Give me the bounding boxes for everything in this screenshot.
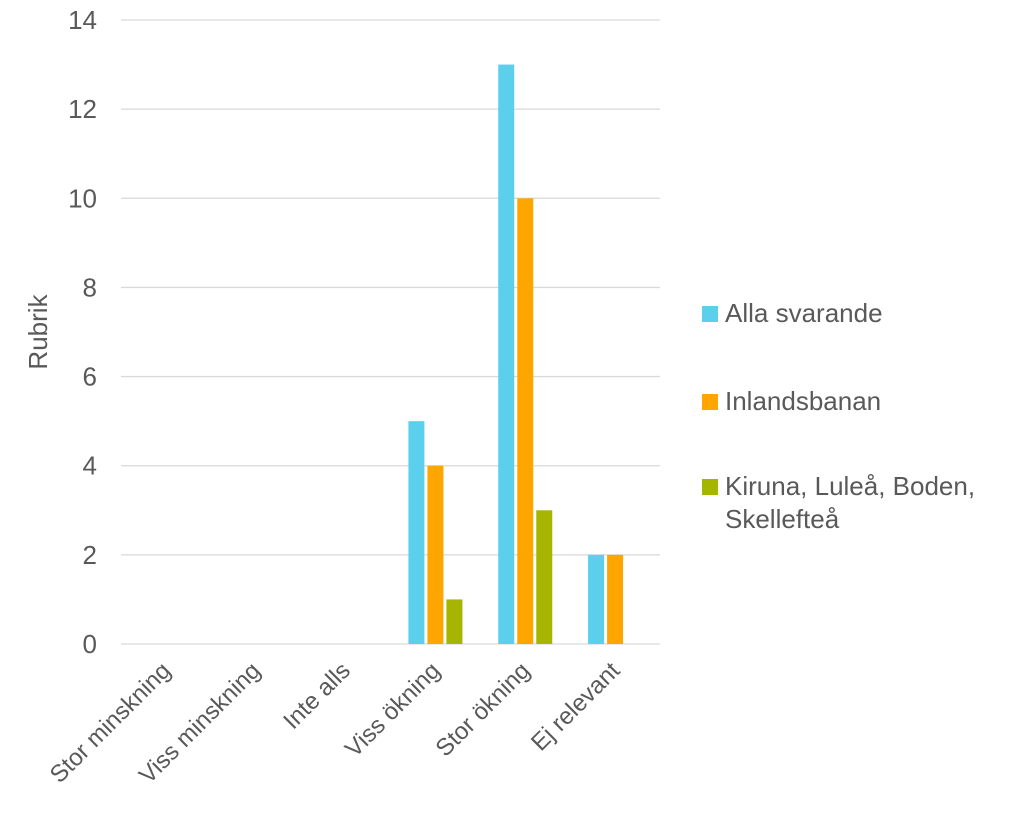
legend: Alla svarande Inlandsbanan Kiruna, Luleå, … [702, 298, 975, 534]
legend-label: Kiruna, Luleå, Boden, Skellefteå [725, 471, 975, 534]
gridlines [121, 19, 660, 645]
y-tick-label: 4 [83, 451, 97, 481]
y-tick-label: 10 [68, 183, 97, 213]
bar [588, 554, 605, 644]
legend-label: Inlandsbanan [725, 386, 881, 416]
y-axis-title: Rubrik [23, 293, 53, 369]
bar [446, 599, 463, 644]
y-tick-label: 2 [83, 540, 97, 570]
bar [517, 198, 534, 645]
bar [498, 64, 515, 645]
legend-label: Alla svarande [725, 298, 883, 328]
x-category-label: Stor ökning [431, 657, 536, 762]
bar [607, 554, 624, 644]
y-tick-label: 8 [83, 272, 97, 302]
legend-swatch [702, 479, 718, 495]
x-category-label: Viss ökning [340, 657, 446, 763]
legend-swatch [702, 306, 718, 322]
bar [536, 510, 553, 644]
bar [408, 421, 425, 644]
x-category-label: Ej relevant [526, 657, 626, 757]
y-tick-label: 0 [83, 629, 97, 659]
y-axis-tick-labels: 0 2 4 6 8 10 12 14 [68, 5, 97, 659]
x-category-label: Inte alls [278, 657, 356, 735]
y-tick-label: 14 [68, 5, 97, 35]
bar [427, 465, 444, 644]
bars [408, 64, 624, 645]
legend-swatch [702, 394, 718, 410]
y-tick-label: 6 [83, 362, 97, 392]
y-tick-label: 12 [68, 94, 97, 124]
